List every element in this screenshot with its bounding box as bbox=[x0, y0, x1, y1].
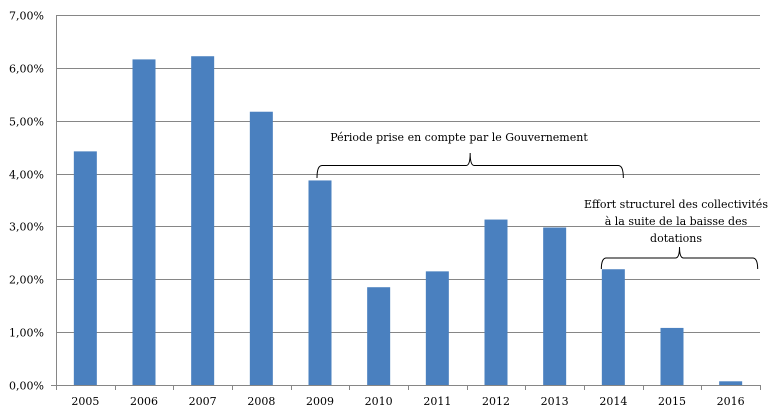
y-tick-label: 5,00% bbox=[9, 116, 44, 129]
bar-2010 bbox=[367, 287, 391, 385]
y-tick-label: 6,00% bbox=[9, 63, 44, 76]
x-tick-label: 2013 bbox=[541, 395, 569, 408]
x-tick-label: 2012 bbox=[482, 395, 510, 408]
y-tick-label: 4,00% bbox=[9, 169, 44, 182]
annotation-structural-effort-line-3: dotations bbox=[650, 232, 702, 245]
gridlines bbox=[56, 15, 760, 333]
brace-structural-effort bbox=[600, 246, 759, 270]
bar-2015 bbox=[660, 327, 684, 385]
bar-2013 bbox=[543, 227, 567, 385]
bar-2016 bbox=[719, 381, 743, 385]
bar-2009 bbox=[308, 180, 332, 385]
bar-2008 bbox=[249, 111, 273, 385]
x-tick-label: 2010 bbox=[365, 395, 393, 408]
x-tick-label: 2015 bbox=[658, 395, 686, 408]
x-tick-label: 2016 bbox=[717, 395, 745, 408]
bar-2005 bbox=[73, 151, 97, 385]
x-tick-label: 2008 bbox=[247, 395, 275, 408]
bar-2014 bbox=[601, 269, 625, 385]
bar-2006 bbox=[132, 59, 156, 386]
y-tick-label: 0,00% bbox=[9, 380, 44, 393]
annotation-government-period: Période prise en compte par le Gouvernem… bbox=[316, 131, 624, 179]
x-tick-label: 2011 bbox=[423, 395, 451, 408]
x-tick-label: 2005 bbox=[71, 395, 99, 408]
y-tick-label: 7,00% bbox=[9, 10, 44, 23]
x-tick-label: 2009 bbox=[306, 395, 334, 408]
x-tick-label: 2014 bbox=[599, 395, 627, 408]
y-tick-label: 1,00% bbox=[9, 327, 44, 340]
x-tick-label: 2007 bbox=[189, 395, 217, 408]
y-tick-label: 3,00% bbox=[9, 221, 44, 234]
y-axis-tick-labels: 0,00% 1,00% 2,00% 3,00% 4,00% 5,00% 6,00% 7,00% bbox=[9, 10, 44, 393]
x-axis bbox=[51, 15, 761, 390]
annotation-government-period-text: Période prise en compte par le Gouvernem… bbox=[330, 131, 588, 144]
bar-2012 bbox=[484, 219, 508, 385]
annotation-structural-effort-line-1: Effort structurel des collectivités bbox=[584, 198, 768, 211]
bar-2011 bbox=[425, 271, 449, 385]
annotation-structural-effort-line-2: à la suite de la baisse des bbox=[605, 215, 748, 228]
y-tick-label: 2,00% bbox=[9, 274, 44, 287]
x-tick-label: 2006 bbox=[130, 395, 158, 408]
annotation-structural-effort: Effort structurel des collectivités à la… bbox=[584, 198, 768, 270]
bars bbox=[73, 56, 743, 386]
bar-2007 bbox=[191, 56, 215, 385]
x-axis-tick-labels: 2005 2006 2007 2008 2009 2010 2011 2012 2013 2014… bbox=[71, 395, 744, 408]
brace-government-period bbox=[316, 152, 624, 179]
